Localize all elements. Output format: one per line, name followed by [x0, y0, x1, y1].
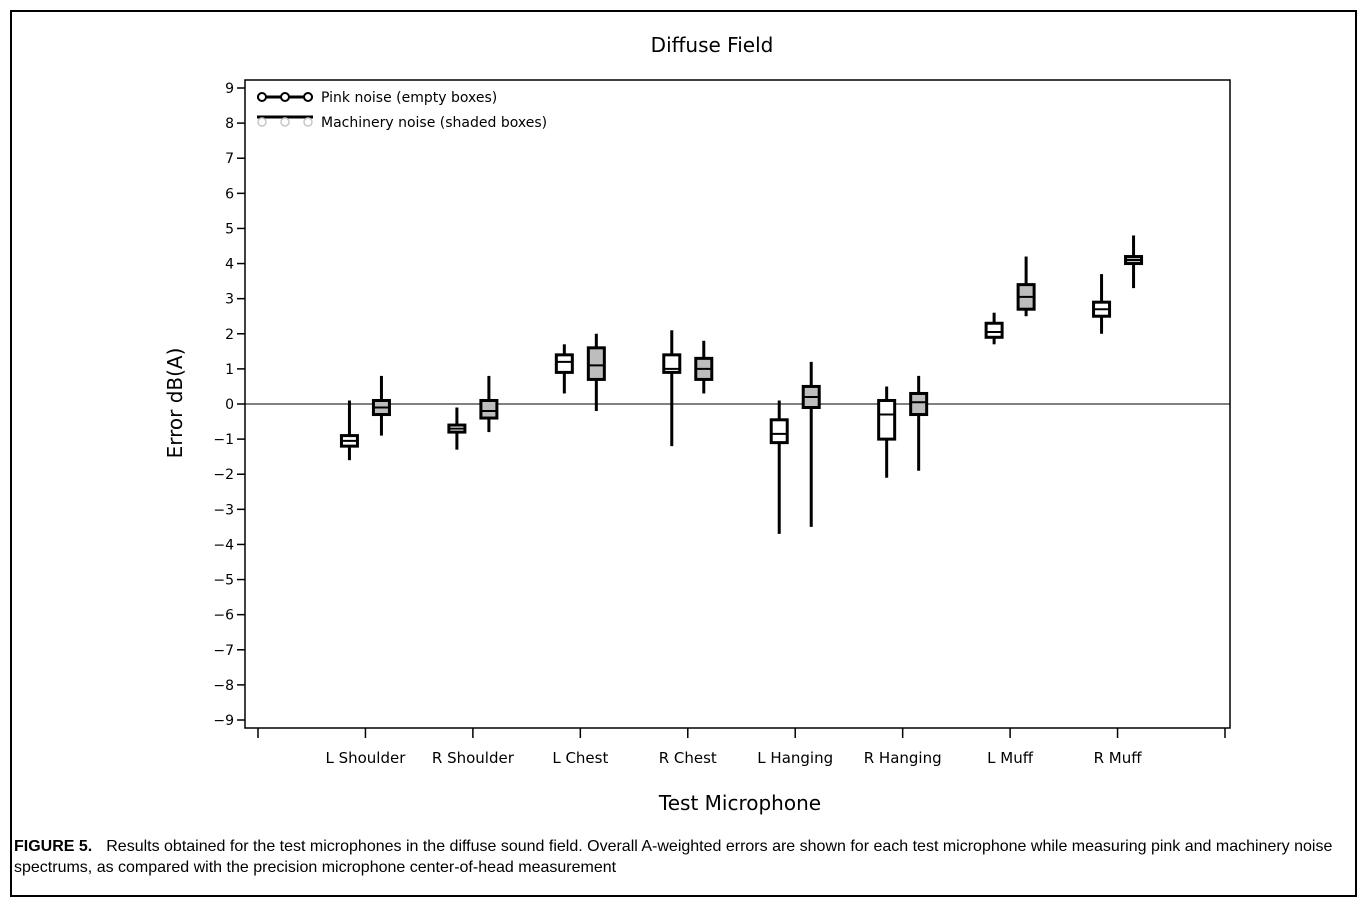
- box-iqr: [909, 391, 929, 417]
- pink-noise-box: [339, 400, 359, 461]
- x-axis-label: Test Microphone: [658, 791, 821, 815]
- x-tick-label: L Muff: [987, 749, 1034, 767]
- pink-noise-box: [984, 312, 1004, 345]
- y-tick-label: −1: [213, 432, 234, 448]
- legend-marker-machinery: [257, 117, 267, 127]
- y-tick-label: 3: [225, 292, 234, 308]
- machinery-noise-box: [371, 375, 391, 436]
- legend-marker-pink: [257, 92, 267, 102]
- pink-noise-box: [877, 386, 897, 478]
- box-iqr: [769, 418, 789, 445]
- legend-label-pink: Pink noise (empty boxes): [321, 90, 497, 106]
- pink-noise-box: [662, 330, 682, 447]
- y-tick-label: 0: [225, 397, 234, 413]
- legend-label-machinery: Machinery noise (shaded boxes): [321, 115, 547, 131]
- x-tick-label: R Shoulder: [432, 749, 515, 767]
- pink-noise-box: [769, 400, 789, 534]
- box-iqr: [877, 398, 897, 441]
- y-tick-label: −9: [213, 713, 234, 729]
- x-tick-label: R Muff: [1094, 749, 1143, 767]
- figure-frame: [10, 10, 1357, 897]
- y-tick-label: −5: [213, 573, 234, 589]
- x-tick-label: R Hanging: [864, 749, 942, 767]
- y-tick-label: 8: [225, 116, 234, 132]
- y-tick-label: −6: [213, 608, 234, 624]
- legend-marker-machinery: [303, 117, 313, 127]
- y-tick-label: 7: [225, 151, 234, 167]
- figure-caption: FIGURE 5. Results obtained for the test m…: [14, 836, 1359, 878]
- pink-noise-box: [1092, 274, 1112, 334]
- y-tick-label: −3: [213, 502, 234, 518]
- legend-marker-pink: [280, 92, 290, 102]
- machinery-noise-box: [801, 361, 821, 527]
- y-tick-label: −8: [213, 678, 234, 694]
- x-tick-label: L Shoulder: [325, 749, 406, 767]
- box-iqr: [554, 353, 574, 374]
- box-iqr: [586, 346, 606, 381]
- pink-noise-box: [447, 407, 467, 450]
- y-tick-label: 6: [225, 186, 234, 202]
- legend-marker-pink: [303, 92, 313, 102]
- machinery-noise-box: [1016, 256, 1036, 317]
- box-series-group: [339, 235, 1144, 534]
- y-tick-label: 5: [225, 221, 234, 237]
- caption-label: FIGURE 5.: [14, 838, 93, 855]
- machinery-noise-box: [1124, 235, 1144, 289]
- x-tick-label: L Hanging: [757, 749, 833, 767]
- x-axis: L Shoulder R Shoulder L Chest R Chest L Hang…: [257, 728, 1226, 767]
- x-tick-label: L Chest: [552, 749, 608, 767]
- y-axis: 9 8 7 6 5 4 3 2 1 0 −1 −2 −3 −4 −5 −6 −7 −8 −9: [213, 81, 245, 729]
- box-iqr: [479, 398, 499, 420]
- y-tick-label: −4: [213, 537, 234, 553]
- pink-noise-box: [554, 344, 574, 394]
- y-axis-label: Error dB(A): [163, 348, 187, 459]
- box-plot-chart: Diffuse Field Error dB(A) Test Microphon…: [163, 33, 1231, 815]
- legend: Pink noise (empty boxes) Machinery noise …: [257, 90, 547, 131]
- caption-text: Results obtained for the test microphone…: [14, 838, 1333, 876]
- machinery-noise-box: [586, 333, 606, 412]
- y-tick-label: 2: [225, 327, 234, 343]
- machinery-noise-box: [479, 375, 499, 433]
- chart-title: Diffuse Field: [651, 33, 774, 57]
- legend-marker-machinery: [280, 117, 290, 127]
- y-tick-label: 1: [225, 362, 234, 378]
- machinery-noise-box: [909, 375, 929, 471]
- y-tick-label: −7: [213, 643, 234, 659]
- box-iqr: [984, 321, 1004, 339]
- x-tick-label: R Chest: [659, 749, 717, 767]
- machinery-noise-box: [694, 340, 714, 394]
- y-tick-label: −2: [213, 467, 234, 483]
- y-tick-label: 4: [225, 257, 234, 273]
- y-tick-label: 9: [225, 81, 234, 97]
